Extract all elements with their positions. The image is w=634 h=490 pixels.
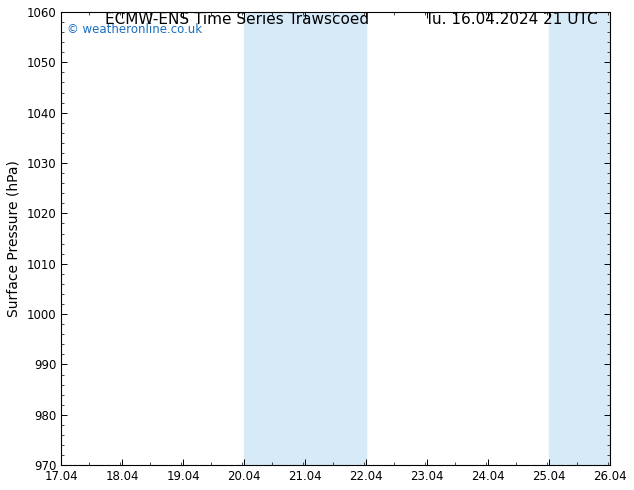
Text: © weatheronline.co.uk: © weatheronline.co.uk bbox=[67, 24, 202, 36]
Text: ECMW-ENS Time Series Trawscoed: ECMW-ENS Time Series Trawscoed bbox=[105, 12, 369, 27]
Bar bbox=[549, 12, 611, 465]
Bar bbox=[305, 12, 366, 465]
Y-axis label: Surface Pressure (hPa): Surface Pressure (hPa) bbox=[7, 160, 21, 317]
Text: Tu. 16.04.2024 21 UTC: Tu. 16.04.2024 21 UTC bbox=[425, 12, 598, 27]
Bar bbox=[244, 12, 305, 465]
